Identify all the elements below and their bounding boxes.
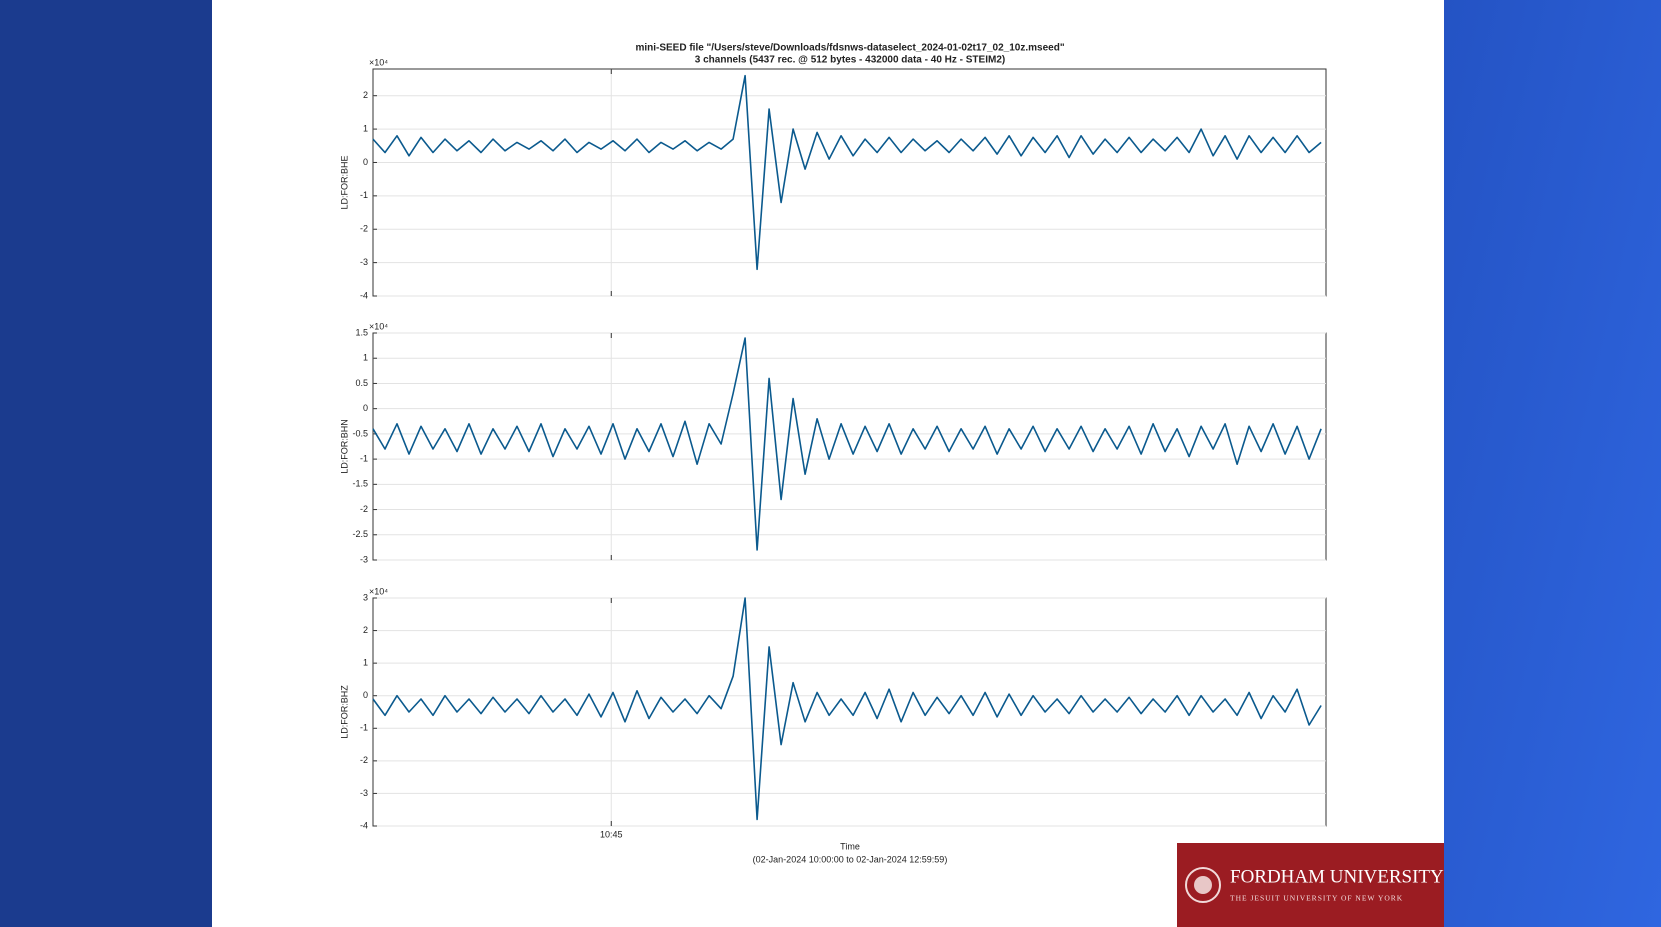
chart-title: mini-SEED file "/Users/steve/Downloads/f…: [635, 43, 1064, 54]
y-tick-label: -0.5: [352, 428, 368, 438]
y-tick-label: -1: [360, 723, 368, 733]
y-tick-label: 0.5: [355, 378, 368, 388]
x-axis-label: Time: [840, 841, 860, 851]
y-tick-label: 2: [363, 625, 368, 635]
logo-box: [1177, 843, 1444, 927]
y-axis-label: LD:FOR:BHZ: [339, 685, 349, 739]
y-tick-label: 0: [363, 690, 368, 700]
chart-subtitle: 3 channels (5437 rec. @ 512 bytes - 4320…: [695, 55, 1005, 66]
waveform: [372, 74, 1322, 271]
y-axis-label: LD:FOR:BHE: [339, 155, 349, 209]
y-tick-label: -3: [360, 554, 368, 564]
plot-area: [372, 68, 1327, 297]
logo-seal-center: [1194, 876, 1212, 894]
logo-name: FORDHAM UNIVERSITY: [1230, 866, 1444, 887]
waveform: [372, 597, 1322, 821]
y-tick-label: 1: [363, 658, 368, 668]
y-tick-label: 1: [363, 123, 368, 133]
y-exponent: ×10⁴: [369, 57, 388, 67]
y-tick-label: -2: [360, 504, 368, 514]
y-axis-label: LD:FOR:BHN: [339, 419, 349, 474]
y-tick-label: 0: [363, 403, 368, 413]
y-tick-label: -3: [360, 788, 368, 798]
waveform: [372, 337, 1322, 551]
left-backdrop: [0, 0, 212, 927]
y-tick-label: -3: [360, 257, 368, 267]
logo-tagline: THE JESUIT UNIVERSITY OF NEW YORK: [1230, 894, 1403, 903]
y-tick-label: 3: [363, 592, 368, 602]
y-tick-label: -2.5: [352, 529, 368, 539]
y-tick-label: -1: [360, 453, 368, 463]
y-tick-label: -4: [360, 290, 368, 300]
y-tick-label: -1.5: [352, 479, 368, 489]
x-range-caption: (02-Jan-2024 10:00:00 to 02-Jan-2024 12:…: [753, 854, 948, 864]
y-tick-label: 1.5: [355, 327, 368, 337]
y-tick-label: -4: [360, 820, 368, 830]
y-tick-label: 2: [363, 90, 368, 100]
right-backdrop: [1444, 0, 1661, 927]
y-tick-label: 0: [363, 157, 368, 167]
y-exponent: ×10⁴: [369, 321, 388, 331]
logo-seal: [1185, 867, 1221, 903]
plot-area: [372, 597, 1327, 827]
x-tick-label: 10:45: [600, 829, 623, 839]
y-tick-label: -2: [360, 755, 368, 765]
y-tick-label: 1: [363, 353, 368, 363]
y-tick-label: -1: [360, 190, 368, 200]
y-exponent: ×10⁴: [369, 586, 388, 596]
y-tick-label: -2: [360, 224, 368, 234]
